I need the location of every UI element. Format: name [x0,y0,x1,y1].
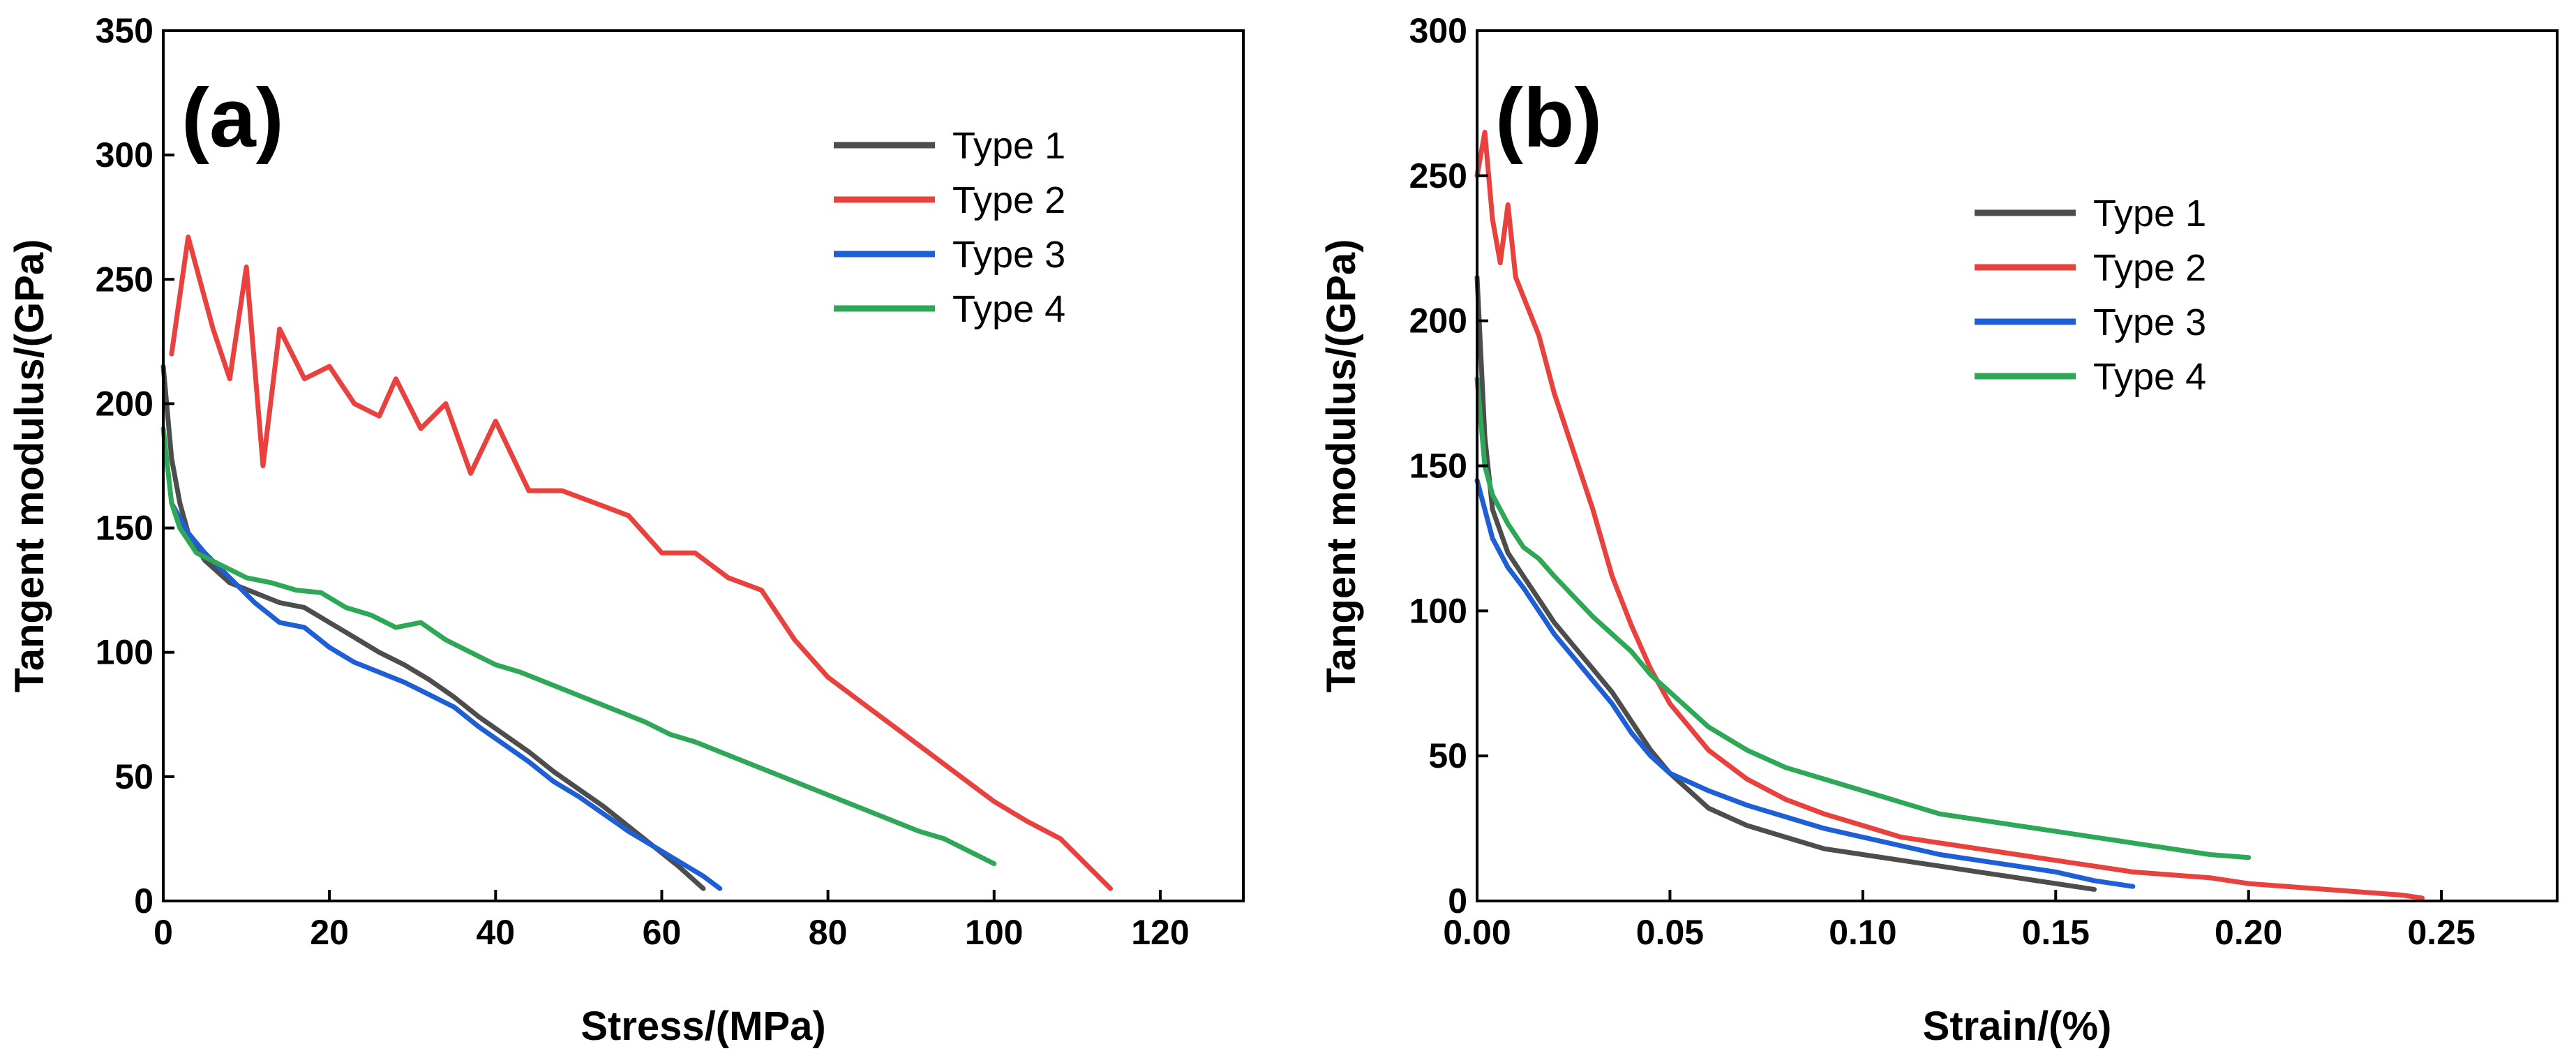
series-line-type-4 [1474,376,2252,860]
y-tick-label: 300 [96,135,153,174]
panel-label: (a) [181,71,284,165]
legend-label: Type 2 [952,179,1065,221]
x-tick-label: 80 [809,913,848,952]
x-tick-label: 0.05 [1636,913,1704,952]
plot-frame [1476,29,2559,902]
y-tick-label: 100 [96,633,153,672]
series-line-type-3 [169,500,723,891]
y-tick-label: 50 [1428,736,1467,775]
legend-label: Type 3 [952,234,1065,276]
series-line-type-1 [160,364,706,891]
x-tick-label: 60 [643,913,682,952]
x-tick-label: 0.00 [1443,913,1511,952]
y-tick-label: 200 [1409,301,1467,341]
legend: Type 1 Type 2 Type 3 Type 4 [1975,193,2206,398]
y-tick-label: 350 [96,11,153,50]
y-tick-label: 0 [1448,881,1467,921]
chart-panel-b: 0.00 0.05 0.10 0.15 0.20 0.25 0 50 100 150 200 250 3… [1319,11,2559,1049]
x-tick-label: 120 [1131,913,1189,952]
y-axis-label: Tangent modulus/(GPa) [1319,239,1364,693]
panel-label: (b) [1495,71,1602,165]
y-tick-label: 0 [134,881,153,921]
legend-label: Type 4 [2093,356,2206,398]
y-tick-label: 200 [96,384,153,423]
y-tick-label: 50 [114,757,153,796]
legend-label: Type 1 [952,125,1065,167]
x-tick-label: 0.25 [2407,913,2475,952]
series-line-type-2 [169,234,1113,891]
series-line-type-3 [1474,477,2136,889]
series-line-type-2 [1474,130,2425,901]
x-tick-label: 0.15 [2022,913,2090,952]
x-tick-label: 20 [310,913,349,952]
legend: Type 1 Type 2 Type 3 Type 4 [834,125,1065,330]
x-tick-label: 40 [476,913,515,952]
legend-label: Type 4 [952,288,1065,330]
legend-label: Type 3 [2093,301,2206,343]
x-tick-label: 0.10 [1829,913,1896,952]
x-tick-label: 0.20 [2215,913,2282,952]
chart-panel-a: 0 20 40 60 80 100 120 0 50 100 150 200 250 300 350 Stre… [7,11,1245,1049]
y-tick-label: 150 [1409,447,1467,486]
x-axis-label: Stress/(MPa) [581,1004,825,1049]
x-axis-label: Strain/(%) [1923,1004,2112,1049]
legend-label: Type 1 [2093,193,2206,234]
series-line-type-4 [160,426,997,867]
y-tick-label: 250 [1409,156,1467,195]
x-tick-label: 100 [965,913,1023,952]
plot-frame [162,29,1245,902]
x-tick-label: 0 [153,913,173,952]
y-tick-label: 300 [1409,11,1467,50]
y-tick-label: 250 [96,260,153,299]
y-tick-label: 150 [96,509,153,548]
legend-label: Type 2 [2093,247,2206,289]
y-tick-label: 100 [1409,591,1467,630]
y-axis-label: Tangent modulus/(GPa) [7,239,52,693]
